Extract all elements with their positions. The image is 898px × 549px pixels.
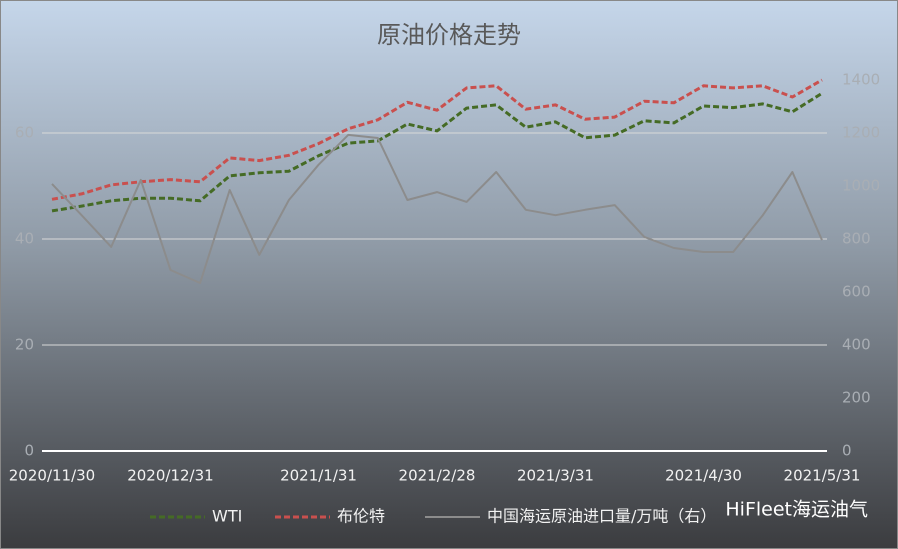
y2-tick-label: 800 [842, 230, 871, 248]
y2-tick-label: 1000 [842, 177, 880, 195]
series-line [51, 78, 823, 201]
y2-tick-label: 200 [842, 389, 871, 407]
legend-label: 中国海运原油进口量/万吨（右） [487, 507, 716, 526]
y2-tick-label: 1400 [842, 71, 880, 89]
y2-tick-label: 1200 [842, 124, 880, 142]
legend-label: WTI [212, 507, 242, 526]
x-tick-label: 2021/2/28 [399, 467, 476, 485]
series-line [51, 92, 823, 213]
y-tick-label: 20 [15, 336, 34, 354]
y-tick-label: 60 [15, 124, 34, 142]
y-tick-label: 0 [24, 442, 34, 460]
x-tick-label: 2020/12/31 [127, 467, 213, 485]
series-line [51, 133, 823, 284]
y2-tick-label: 600 [842, 283, 871, 301]
x-tick-label: 2021/1/31 [280, 467, 357, 485]
watermark: HiFleet海运油气 [725, 499, 868, 521]
y-tick-label: 40 [15, 230, 34, 248]
y2-tick-label: 0 [842, 442, 852, 460]
x-tick-label: 2021/5/31 [784, 467, 861, 485]
legend-label: 布伦特 [337, 507, 385, 526]
x-tick-label: 2021/3/31 [517, 467, 594, 485]
y2-tick-label: 400 [842, 336, 871, 354]
x-tick-label: 2020/11/30 [9, 467, 95, 485]
x-tick-label: 2021/4/30 [665, 467, 742, 485]
chart-title: 原油价格走势 [377, 21, 521, 49]
